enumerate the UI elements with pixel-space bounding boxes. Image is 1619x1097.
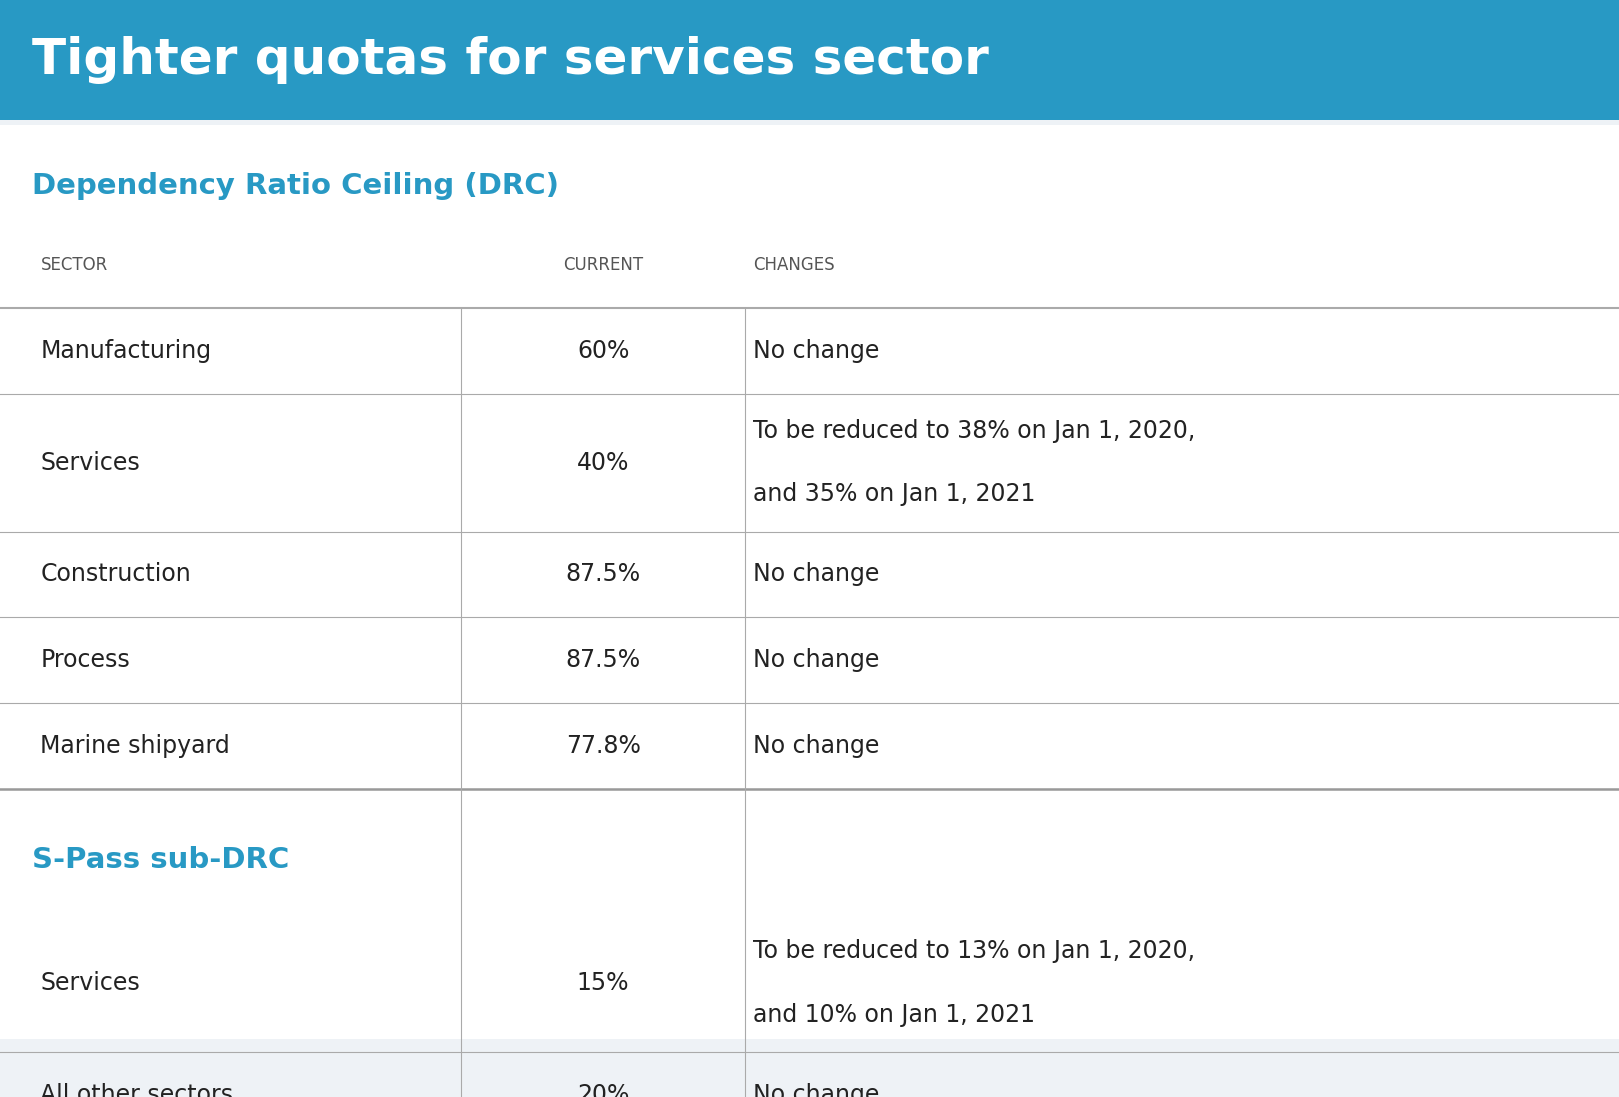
Text: No change: No change bbox=[753, 734, 879, 758]
Text: To be reduced to 38% on Jan 1, 2020,: To be reduced to 38% on Jan 1, 2020, bbox=[753, 419, 1195, 443]
Text: 20%: 20% bbox=[576, 1083, 630, 1097]
Text: and 10% on Jan 1, 2021: and 10% on Jan 1, 2021 bbox=[753, 1003, 1035, 1027]
Text: CURRENT: CURRENT bbox=[563, 256, 643, 274]
Text: Dependency Ratio Ceiling (DRC): Dependency Ratio Ceiling (DRC) bbox=[32, 172, 560, 201]
Text: 77.8%: 77.8% bbox=[565, 734, 641, 758]
Text: To be reduced to 13% on Jan 1, 2020,: To be reduced to 13% on Jan 1, 2020, bbox=[753, 939, 1195, 963]
Text: CHANGES: CHANGES bbox=[753, 256, 834, 274]
Text: No change: No change bbox=[753, 339, 879, 363]
Text: Services: Services bbox=[40, 971, 141, 995]
FancyBboxPatch shape bbox=[0, 125, 1619, 1039]
Text: and 35% on Jan 1, 2021: and 35% on Jan 1, 2021 bbox=[753, 483, 1035, 507]
Text: All other sectors: All other sectors bbox=[40, 1083, 233, 1097]
Text: 40%: 40% bbox=[576, 451, 630, 475]
Text: 60%: 60% bbox=[576, 339, 630, 363]
Text: SECTOR: SECTOR bbox=[40, 256, 108, 274]
Text: S-Pass sub-DRC: S-Pass sub-DRC bbox=[32, 846, 290, 874]
Text: Process: Process bbox=[40, 648, 130, 672]
Text: 87.5%: 87.5% bbox=[565, 563, 641, 587]
Text: Services: Services bbox=[40, 451, 141, 475]
Text: Manufacturing: Manufacturing bbox=[40, 339, 212, 363]
Text: No change: No change bbox=[753, 648, 879, 672]
Text: No change: No change bbox=[753, 1083, 879, 1097]
Text: No change: No change bbox=[753, 563, 879, 587]
FancyBboxPatch shape bbox=[0, 0, 1619, 120]
Text: 15%: 15% bbox=[576, 971, 630, 995]
Text: Tighter quotas for services sector: Tighter quotas for services sector bbox=[32, 36, 989, 84]
Text: 87.5%: 87.5% bbox=[565, 648, 641, 672]
Text: Marine shipyard: Marine shipyard bbox=[40, 734, 230, 758]
Text: Construction: Construction bbox=[40, 563, 191, 587]
